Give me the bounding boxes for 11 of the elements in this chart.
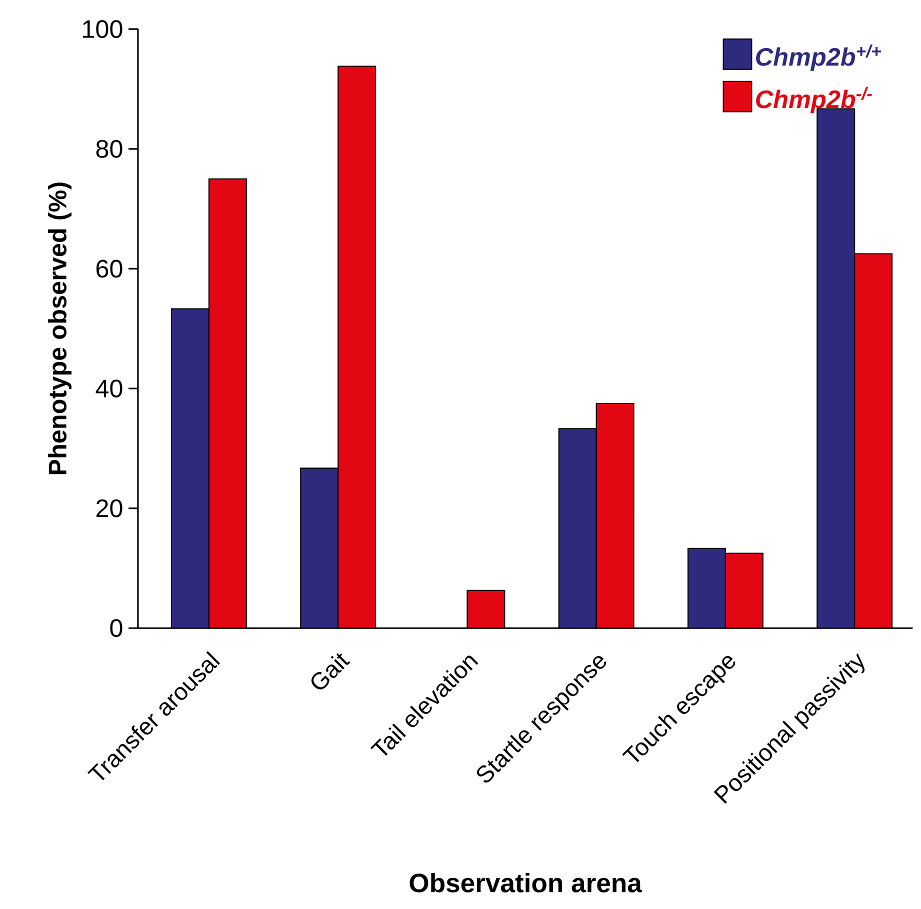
y-tick-label: 100 — [83, 20, 122, 38]
legend-label: Chmp2b$^{-/-}$ — [756, 86, 872, 114]
y-tick-label: 40 — [96, 380, 122, 398]
y-tick-label: 80 — [96, 140, 122, 158]
y-axis-title: Phenotype observed (%) — [48, 182, 72, 474]
legend-label: Chmp2b$^{+/+}$ — [756, 44, 881, 71]
y-tick-label: 20 — [96, 499, 122, 518]
y-tick-label: 0 — [110, 619, 122, 638]
x-tick-label: Gait — [311, 653, 350, 690]
y-tick-label: 60 — [96, 260, 122, 278]
x-axis-title: Observation arena — [410, 872, 642, 892]
